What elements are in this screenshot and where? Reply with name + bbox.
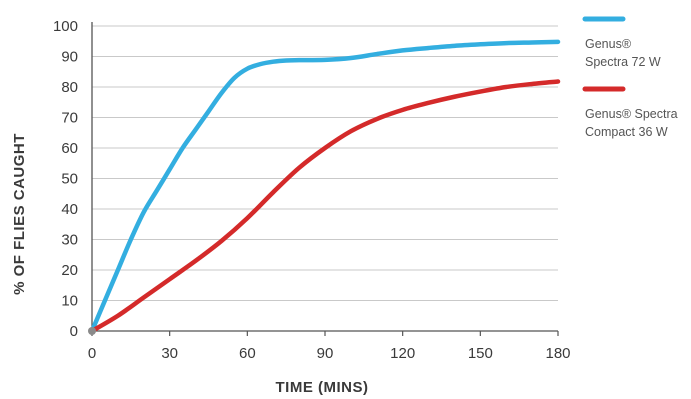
x-axis-ticks: 0 30 60 90 120 150 180: [88, 331, 571, 362]
y-tick-label-70: 70: [61, 110, 78, 127]
series-line-spectra-compact-36w: [89, 79, 561, 334]
x-axis-title: TIME (MINS): [276, 379, 369, 396]
legend-label-spectra-compact-36w-line1: Genus® Spectra: [585, 107, 678, 121]
series-lines: [88, 39, 561, 335]
legend-label-spectra-72w-line1: Genus®: [585, 37, 632, 51]
y-axis-ticks: 0 10 20 30 40 50 60 70 80 90 100: [53, 18, 78, 340]
y-tick-label-100: 100: [53, 18, 78, 35]
y-tick-label-10: 10: [61, 293, 78, 310]
x-tick-label-180: 180: [545, 345, 570, 362]
y-axis-title: % OF FLIES CAUGHT: [11, 133, 28, 295]
y-tick-label-60: 60: [61, 140, 78, 157]
legend-label-spectra-compact-36w-line2: Compact 36 W: [585, 125, 668, 139]
origin-point: [88, 327, 96, 335]
y-tick-label-90: 90: [61, 49, 78, 66]
x-tick-label-60: 60: [239, 345, 256, 362]
x-tick-label-0: 0: [88, 345, 96, 362]
y-tick-label-20: 20: [61, 262, 78, 279]
y-tick-label-30: 30: [61, 232, 78, 249]
x-tick-label-120: 120: [390, 345, 415, 362]
y-tick-label-80: 80: [61, 79, 78, 96]
legend-item-spectra-72w: Genus® Spectra 72 W: [582, 16, 661, 69]
y-tick-label-50: 50: [61, 171, 78, 188]
x-tick-label-90: 90: [317, 345, 334, 362]
legend: Genus® Spectra 72 W Genus® Spectra Compa…: [582, 16, 678, 139]
series-line-spectra-72w: [89, 39, 561, 334]
x-tick-label-30: 30: [161, 345, 178, 362]
y-tick-label-40: 40: [61, 201, 78, 218]
y-tick-label-0: 0: [70, 323, 78, 340]
legend-label-spectra-72w-line2: Spectra 72 W: [585, 55, 661, 69]
legend-item-spectra-compact-36w: Genus® Spectra Compact 36 W: [582, 86, 678, 139]
x-tick-label-150: 150: [468, 345, 493, 362]
